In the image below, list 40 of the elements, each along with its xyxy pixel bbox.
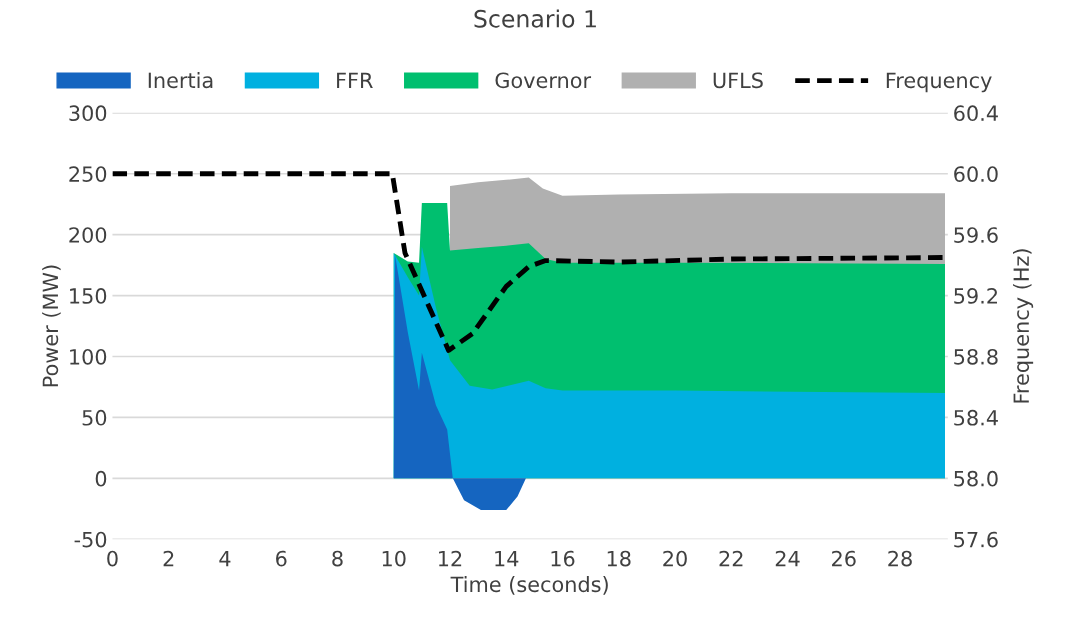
x-tick-label: 8 xyxy=(332,550,343,567)
y2-tick-label: 58.8 xyxy=(954,348,998,365)
x-tick-label: 6 xyxy=(276,550,287,567)
legend-label: FFR xyxy=(337,72,373,88)
y2-tick-label: 58.0 xyxy=(954,470,998,487)
x-tick-label: 26 xyxy=(832,550,856,567)
y2-tick-label: 57.6 xyxy=(954,531,998,548)
x-axis-title: Time (seconds) xyxy=(450,576,608,595)
chart-title: Scenario 1 xyxy=(474,9,596,28)
x-tick-label: 10 xyxy=(382,550,406,567)
y-tick-label: 150 xyxy=(70,288,107,304)
x-tick-label: 2 xyxy=(163,550,174,567)
y-tick-label: 300 xyxy=(69,105,107,122)
x-tick-label: 28 xyxy=(888,550,912,567)
legend-label: Inertia xyxy=(148,72,213,89)
x-tick-label: 24 xyxy=(775,550,800,567)
x-tick-label: 16 xyxy=(551,550,575,567)
legend-label: Governor xyxy=(495,72,592,89)
y2-tick-label: 60.0 xyxy=(954,166,998,182)
x-tick-label: 4 xyxy=(219,550,231,567)
x-tick-label: 20 xyxy=(663,550,687,567)
legend-label: Frequency xyxy=(886,72,992,93)
y-tick-label: -50 xyxy=(74,531,107,548)
y2-tick-label: 59.6 xyxy=(954,227,998,243)
y2-tick-label: 58.4 xyxy=(954,409,998,426)
x-tick-label: 22 xyxy=(719,550,743,567)
x-tick-label: 12 xyxy=(439,550,462,567)
y2-tick-label: 60.4 xyxy=(954,105,998,122)
y-tick-label: 250 xyxy=(69,166,107,182)
legend-label: UFLS xyxy=(713,72,763,89)
y-tick-label: 0 xyxy=(95,470,107,487)
x-tick-label: 0 xyxy=(107,550,118,567)
y-tick-label: 200 xyxy=(69,227,107,243)
y2-axis-title: Frequency (Hz) xyxy=(1012,249,1034,403)
y-tick-label: 100 xyxy=(70,348,107,365)
x-tick-label: 14 xyxy=(495,550,519,567)
x-tick-label: 18 xyxy=(607,550,631,567)
y2-tick-label: 59.2 xyxy=(954,288,997,304)
y-tick-label: 50 xyxy=(82,409,107,426)
y-axis-title: Power (MW) xyxy=(42,265,61,387)
